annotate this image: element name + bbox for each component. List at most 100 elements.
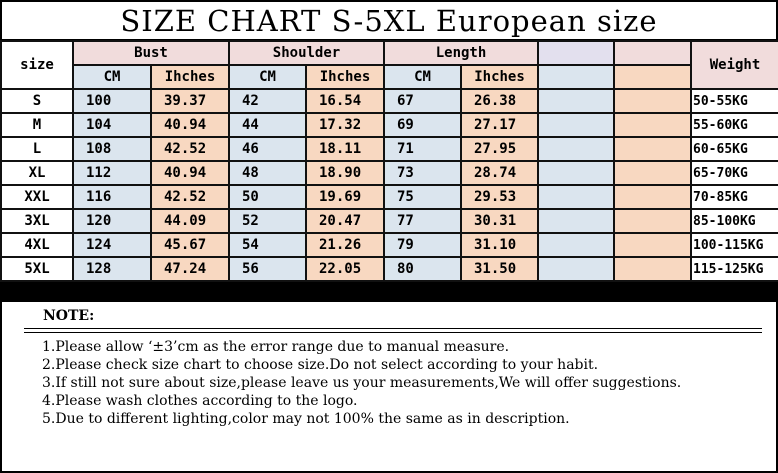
size-cell: XXL [0, 184, 74, 210]
weight-cell: 55-60KG [690, 112, 778, 138]
table-row: 5XL 128 47.24 56 22.05 80 31.50 115-125KG [0, 256, 778, 282]
bust-inches-cell: 47.24 [150, 256, 230, 282]
size-cell: 3XL [0, 208, 74, 234]
weight-cell: 60-65KG [690, 136, 778, 162]
size-table: size Bust Shoulder Length Weight CM Ihch… [0, 40, 778, 282]
shoulder-cm-cell: 48 [228, 160, 307, 186]
length-inches-cell: 27.95 [459, 136, 540, 162]
bust-cm-cell: 116 [72, 184, 152, 210]
note-item: 5.Due to different lighting,color may no… [42, 411, 570, 427]
shoulder-inches-cell: 21.26 [305, 232, 385, 258]
empty-cell [537, 208, 616, 234]
empty-cell [613, 256, 693, 282]
bust-cm-cell: 100 [72, 88, 152, 114]
weight-header: Weight [690, 40, 778, 90]
size-cell: 5XL [0, 256, 74, 282]
empty-cell [537, 232, 616, 258]
shoulder-header: Shoulder [228, 40, 385, 66]
bust-cm-cell: 128 [72, 256, 152, 282]
weight-cell: 100-115KG [690, 232, 778, 258]
empty-cell [537, 256, 616, 282]
length-cm-cell: 77 [383, 208, 462, 234]
bust-cm-cell: 120 [72, 208, 152, 234]
weight-cell: 115-125KG [690, 256, 778, 282]
length-inches-cell: 28.74 [459, 160, 540, 186]
table-row: 3XL 120 44.09 52 20.47 77 30.31 85-100KG [0, 208, 778, 234]
empty-cell [537, 88, 616, 114]
shoulder-cm-cell: 42 [228, 88, 307, 114]
bust-cm-cell: 112 [72, 160, 152, 186]
shoulder-cm-cell: 56 [228, 256, 307, 282]
shoulder-inches-cell: 20.47 [305, 208, 385, 234]
shoulder-cm-cell: 52 [228, 208, 307, 234]
bust-cm-cell: 124 [72, 232, 152, 258]
empty-header [613, 64, 693, 90]
length-cm-cell: 71 [383, 136, 462, 162]
size-cell: M [0, 112, 74, 138]
table-row: L 108 42.52 46 18.11 71 27.95 60-65KG [0, 136, 778, 162]
empty-cell [613, 112, 693, 138]
weight-cell: 85-100KG [690, 208, 778, 234]
bust-cm-header: CM [72, 64, 152, 90]
notes-heading: NOTE: [43, 308, 95, 324]
length-header: Length [382, 40, 540, 66]
bust-inches-header: Ihches [150, 64, 230, 90]
note-item: 2.Please check size chart to choose size… [42, 357, 599, 373]
table-row: 4XL 124 45.67 54 21.26 79 31.10 100-115KG [0, 232, 778, 258]
table-row: M 104 40.94 44 17.32 69 27.17 55-60KG [0, 112, 778, 138]
size-header: size [0, 40, 74, 90]
shoulder-cm-cell: 50 [228, 184, 307, 210]
length-inches-header: Ihches [459, 64, 540, 90]
size-cell: L [0, 136, 74, 162]
empty-cell [537, 184, 616, 210]
table-row: XL 112 40.94 48 18.90 73 28.74 65-70KG [0, 160, 778, 186]
empty-header [537, 40, 616, 66]
empty-cell [613, 136, 693, 162]
bust-inches-cell: 42.52 [150, 136, 230, 162]
length-cm-cell: 69 [383, 112, 462, 138]
length-cm-cell: 79 [383, 232, 462, 258]
shoulder-inches-cell: 19.69 [305, 184, 385, 210]
bust-inches-cell: 39.37 [150, 88, 230, 114]
shoulder-inches-cell: 22.05 [305, 256, 385, 282]
table-row: S 100 39.37 42 16.54 67 26.38 50-55KG [0, 88, 778, 114]
bust-inches-cell: 40.94 [150, 160, 230, 186]
length-cm-cell: 80 [383, 256, 462, 282]
note-item: 4.Please wash clothes according to the l… [42, 393, 358, 409]
table-row: XXL 116 42.52 50 19.69 75 29.53 70-85KG [0, 184, 778, 210]
shoulder-cm-cell: 54 [228, 232, 307, 258]
shoulder-inches-cell: 17.32 [305, 112, 385, 138]
shoulder-cm-cell: 44 [228, 112, 307, 138]
size-cell: 4XL [0, 232, 74, 258]
size-cell: XL [0, 160, 74, 186]
empty-cell [537, 160, 616, 186]
bust-inches-cell: 44.09 [150, 208, 230, 234]
empty-header [613, 40, 693, 66]
shoulder-inches-cell: 16.54 [305, 88, 385, 114]
bust-header: Bust [72, 40, 230, 66]
note-item: 3.If still not sure about size,please le… [42, 375, 682, 391]
shoulder-cm-cell: 46 [228, 136, 307, 162]
bust-inches-cell: 42.52 [150, 184, 230, 210]
length-inches-cell: 27.17 [459, 112, 540, 138]
shoulder-inches-cell: 18.11 [305, 136, 385, 162]
shoulder-inches-header: Ihches [305, 64, 385, 90]
bust-cm-cell: 108 [72, 136, 152, 162]
length-inches-cell: 26.38 [459, 88, 540, 114]
shoulder-inches-cell: 18.90 [305, 160, 385, 186]
weight-cell: 50-55KG [690, 88, 778, 114]
length-inches-cell: 31.50 [459, 256, 540, 282]
shoulder-cm-header: CM [228, 64, 307, 90]
length-cm-cell: 73 [383, 160, 462, 186]
bust-cm-cell: 104 [72, 112, 152, 138]
length-inches-cell: 31.10 [459, 232, 540, 258]
bust-inches-cell: 45.67 [150, 232, 230, 258]
empty-cell [613, 208, 693, 234]
length-inches-cell: 30.31 [459, 208, 540, 234]
length-cm-header: CM [383, 64, 462, 90]
empty-cell [537, 112, 616, 138]
notes-section: NOTE: 1.Please allow ‘±3’cm as the error… [2, 302, 776, 471]
empty-cell [613, 160, 693, 186]
empty-cell [613, 88, 693, 114]
